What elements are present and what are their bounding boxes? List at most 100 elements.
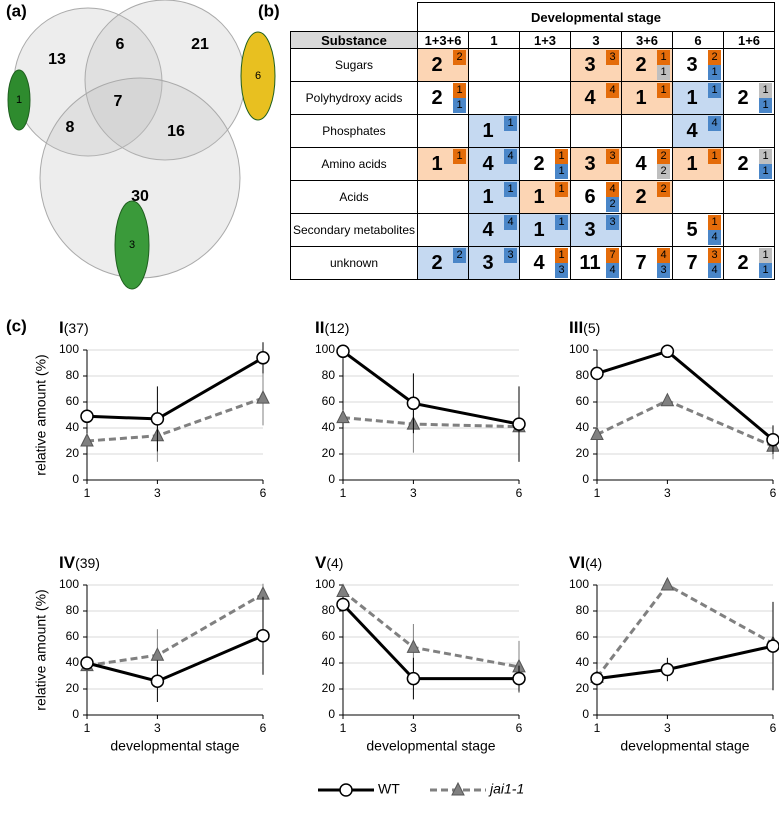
corner-blank <box>290 2 418 32</box>
table-cell <box>468 81 520 115</box>
flower-stage: 1 <box>16 94 22 106</box>
cell-part: 2 <box>657 182 670 197</box>
venn-count: 7 <box>114 93 123 110</box>
cell-part: 1 <box>708 215 721 230</box>
table-cell <box>417 180 469 214</box>
cell-part: 2 <box>657 164 670 179</box>
y-tick-label: 40 <box>66 420 80 434</box>
y-tick-label: 40 <box>576 655 590 669</box>
y-axis-label: relative amount (%) <box>33 354 49 475</box>
cell-part: 1 <box>555 149 568 164</box>
chart-title: II(12) <box>315 318 349 337</box>
cell-part: 1 <box>759 248 772 263</box>
x-axis-label: developmental stage <box>110 738 239 754</box>
table-cell <box>519 48 571 82</box>
cell-part: 1 <box>657 83 670 98</box>
series-line <box>342 350 520 426</box>
venn-count: 13 <box>48 51 66 68</box>
cell-part: 4 <box>708 230 721 245</box>
x-tick-label: 3 <box>154 486 161 500</box>
legend-marker <box>451 781 465 796</box>
chart-title: V(4) <box>315 553 343 572</box>
cell-part: 4 <box>606 83 619 98</box>
cell-part: 2 <box>453 248 466 263</box>
table-cell <box>621 213 673 247</box>
cell-total: 6 <box>584 185 596 208</box>
title-count: (4) <box>326 555 343 571</box>
y-tick-label: 20 <box>66 446 80 460</box>
table-cell <box>723 48 775 82</box>
cell-part: 1 <box>759 98 772 113</box>
point-marker <box>80 432 94 447</box>
cell-total: 2 <box>737 152 749 175</box>
y-tick-label: 80 <box>322 603 336 617</box>
point-marker <box>256 351 270 365</box>
y-tick-label: 20 <box>576 681 590 695</box>
cell-total: 2 <box>431 251 443 274</box>
cell-part: 3 <box>606 149 619 164</box>
table-cell <box>417 213 469 247</box>
y-tick-label: 40 <box>576 420 590 434</box>
y-tick-label: 60 <box>322 629 336 643</box>
cell-total: 1 <box>482 185 494 208</box>
cell-part: 2 <box>657 149 670 164</box>
x-tick-label: 6 <box>516 721 523 735</box>
table-cell <box>672 180 724 214</box>
cell-part: 1 <box>453 98 466 113</box>
title-numeral: III <box>569 318 583 337</box>
cell-total: 2 <box>737 251 749 274</box>
x-tick-label: 6 <box>770 486 777 500</box>
series-line <box>86 356 264 421</box>
y-tick-label: 80 <box>66 368 80 382</box>
x-tick-label: 1 <box>84 721 91 735</box>
chart-title: III(5) <box>569 318 600 337</box>
table-row: Phosphates 1 1 4 4 <box>290 114 775 148</box>
x-tick-label: 6 <box>516 486 523 500</box>
cell-total: 2 <box>431 53 443 76</box>
cell-total: 3 <box>584 152 596 175</box>
x-tick-label: 1 <box>594 486 601 500</box>
series-line <box>342 590 520 669</box>
cell-part: 3 <box>606 50 619 65</box>
y-axis-label: relative amount (%) <box>33 589 49 710</box>
column-header: 3+6 <box>621 31 673 49</box>
stage-header: Developmental stage <box>417 2 775 32</box>
cell-part: 4 <box>657 248 670 263</box>
column-row: Substance 1+3+6 1 1+3 3 3+6 6 1+6 <box>290 31 775 49</box>
x-tick-label: 1 <box>340 486 347 500</box>
cell-total: 4 <box>584 86 596 109</box>
x-tick-label: 3 <box>154 721 161 735</box>
x-tick-label: 3 <box>664 486 671 500</box>
column-header: 1+3+6 <box>417 31 469 49</box>
point-marker <box>150 412 165 426</box>
cell-part: 4 <box>606 182 619 197</box>
legend-label: jai1-1 <box>488 781 524 797</box>
cell-total: 4 <box>533 251 545 274</box>
flower-bud <box>7 69 31 131</box>
point-marker <box>660 576 675 591</box>
series-line <box>596 399 774 448</box>
table-cell <box>570 114 622 148</box>
point-marker <box>80 656 94 670</box>
legend-label: WT <box>378 781 400 797</box>
cell-total: 3 <box>584 53 596 76</box>
chart-title: I(37) <box>59 318 89 337</box>
point-marker <box>336 597 350 612</box>
cell-total: 5 <box>686 218 698 241</box>
